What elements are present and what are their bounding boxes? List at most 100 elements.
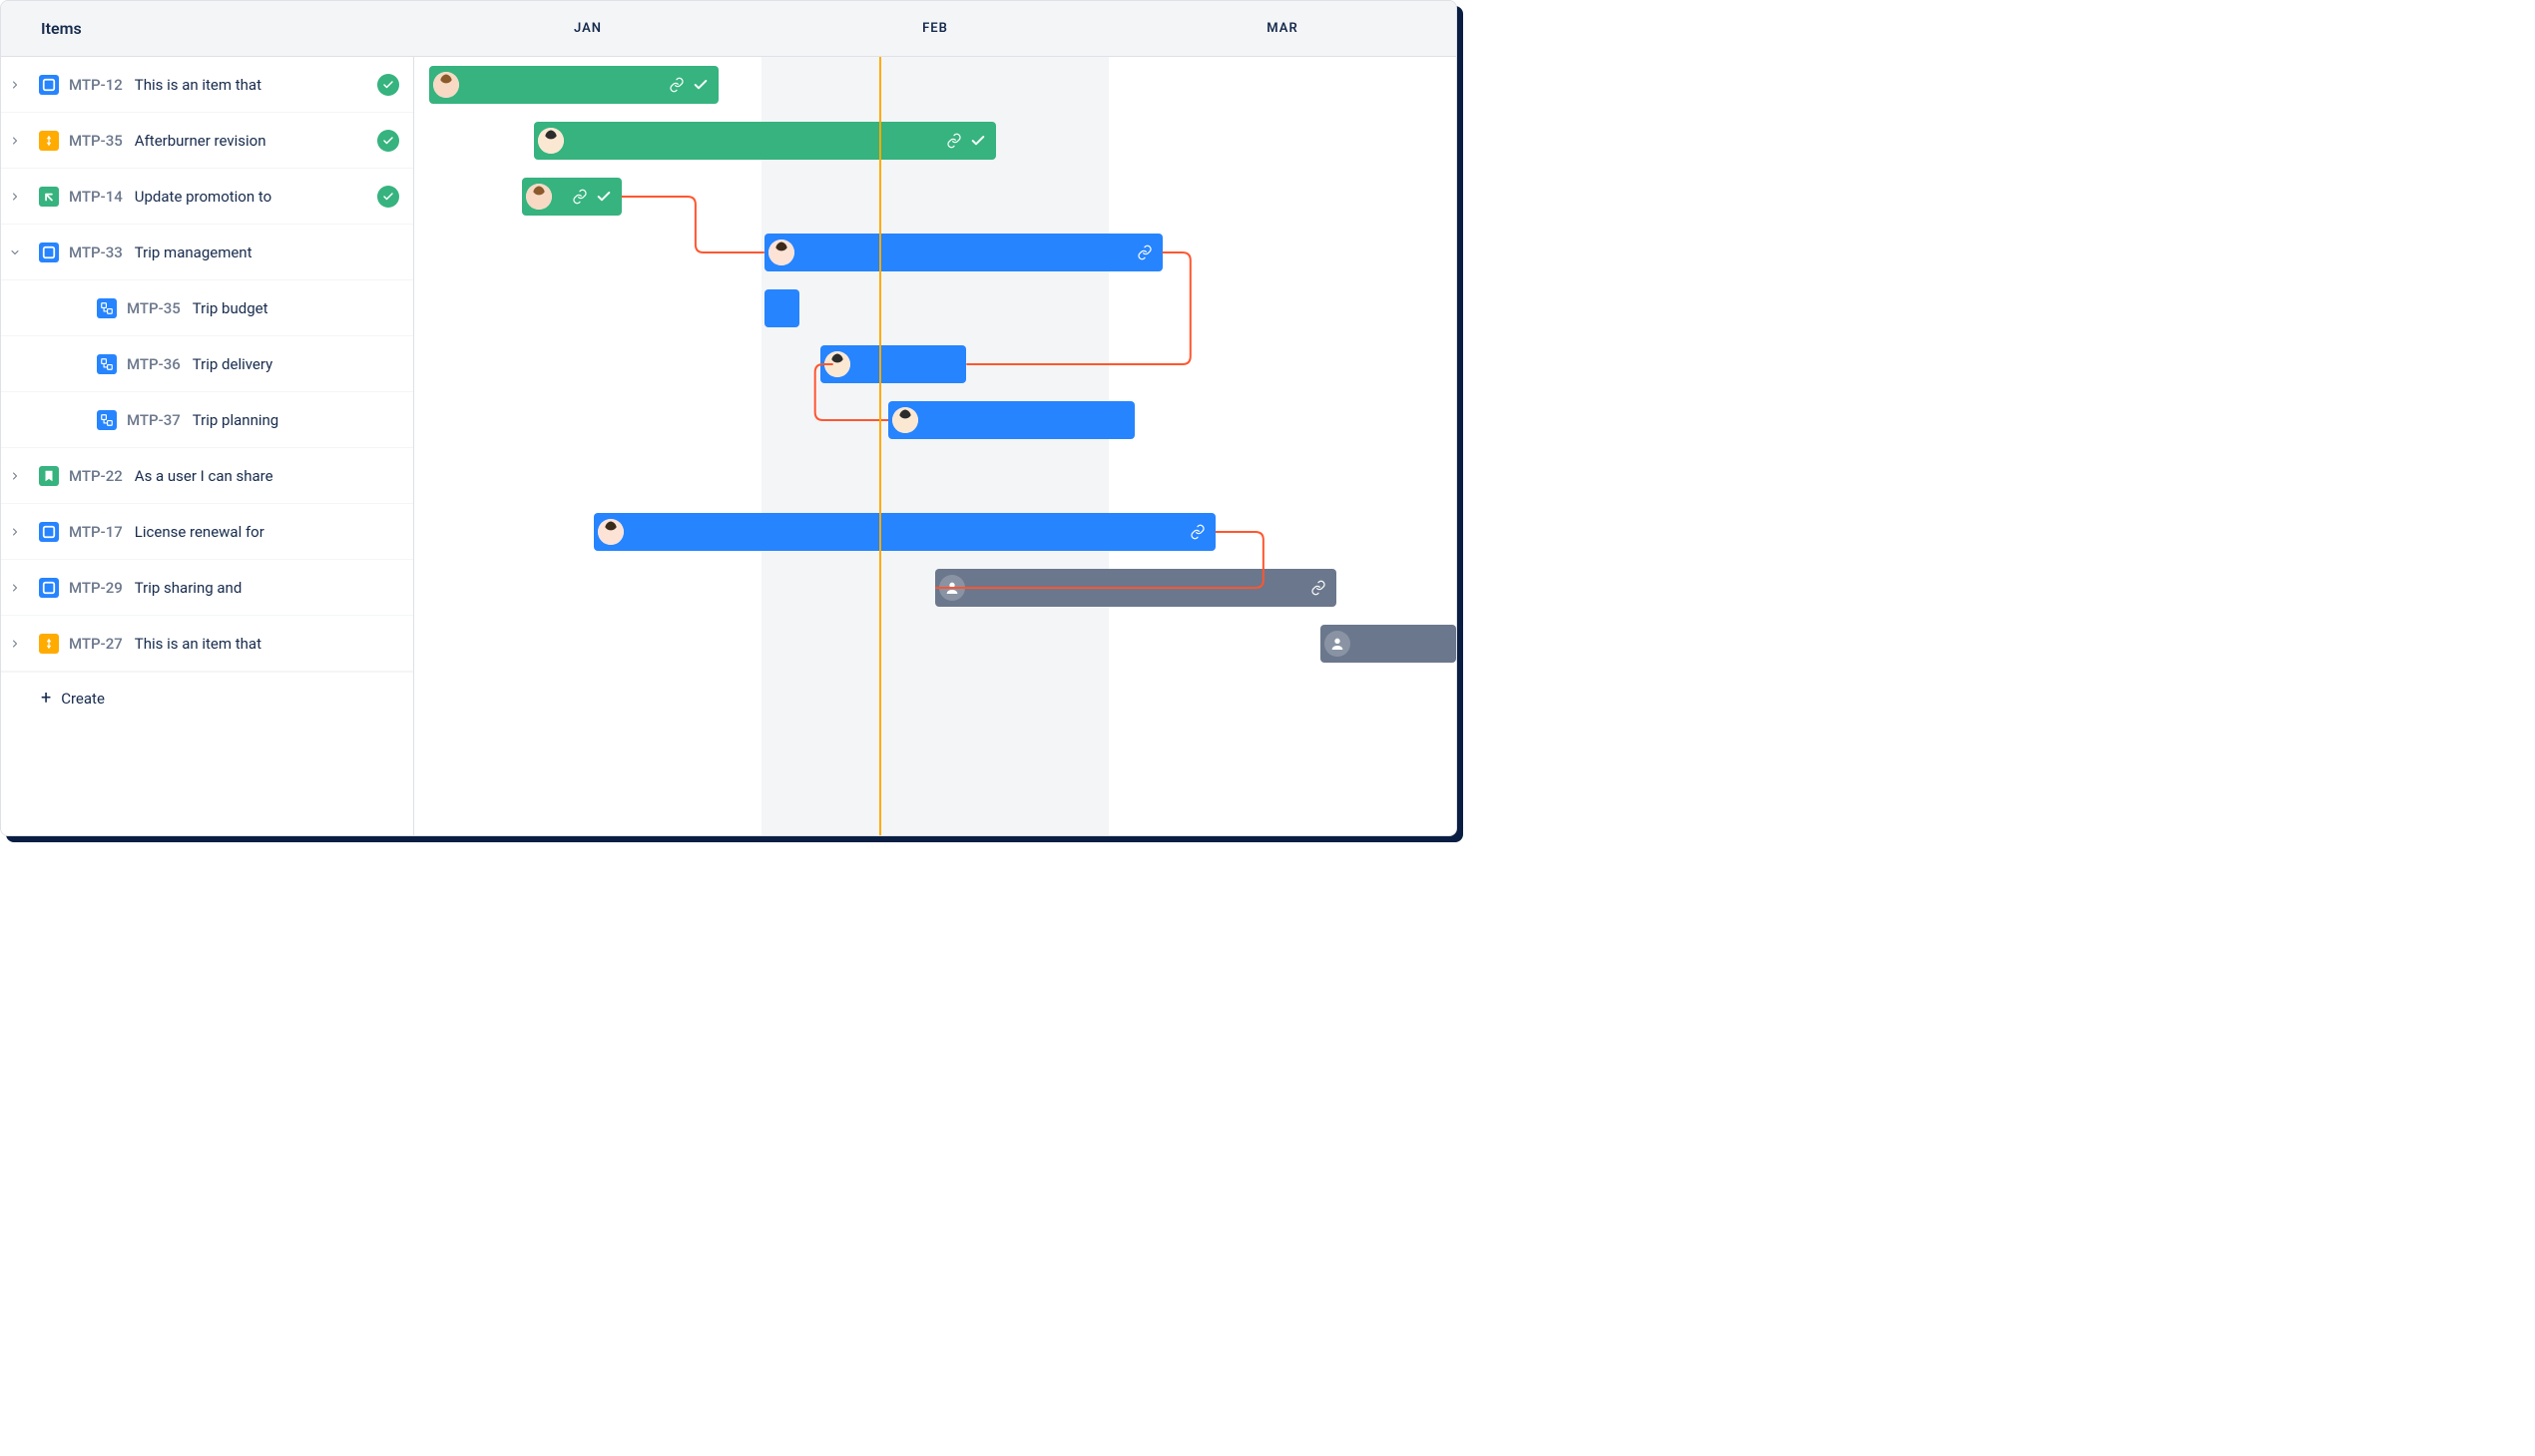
issue-title: This is an item that (135, 76, 367, 94)
change-type-icon (39, 131, 59, 151)
story-type-icon (39, 466, 59, 486)
dependency-link-icon[interactable] (1310, 580, 1326, 596)
timeline-row (414, 448, 1456, 504)
issue-row[interactable]: MTP-12 This is an item that (1, 57, 413, 113)
expand-icon[interactable] (1, 135, 29, 147)
assignee-avatar[interactable] (824, 351, 850, 377)
issue-title: Trip budget (193, 299, 399, 317)
issue-key: MTP-12 (69, 76, 123, 94)
timeline-row (414, 225, 1456, 280)
issue-row[interactable]: MTP-22 As a user I can share (1, 448, 413, 504)
dependency-link-icon[interactable] (1190, 524, 1206, 540)
issue-key: MTP-22 (69, 467, 123, 485)
assignee-avatar[interactable] (598, 519, 624, 545)
roadmap-app: Items JANFEBMAR MTP-12 This is an item th… (0, 0, 1457, 836)
issue-row[interactable]: MTP-14 Update promotion to (1, 169, 413, 225)
done-badge-icon (377, 74, 399, 96)
issue-title: Trip planning (193, 411, 399, 429)
issue-title: Trip delivery (193, 355, 399, 373)
issue-key: MTP-29 (69, 579, 123, 597)
timeline-row (414, 560, 1456, 616)
timeline-row (414, 336, 1456, 392)
issue-title: This is an item that (135, 635, 399, 653)
expand-icon[interactable] (1, 582, 29, 594)
create-button[interactable]: +Create (1, 672, 413, 724)
timeline-bar[interactable] (764, 234, 1163, 271)
assignee-avatar[interactable] (892, 407, 918, 433)
dependency-link-icon[interactable] (572, 189, 588, 205)
timeline-bar[interactable] (935, 569, 1336, 607)
issue-key: MTP-27 (69, 635, 123, 653)
plus-icon: + (41, 688, 51, 709)
timeline-bar[interactable] (594, 513, 1216, 551)
issue-key: MTP-14 (69, 188, 123, 206)
timeline-row (414, 616, 1456, 672)
change-type-icon (39, 634, 59, 654)
issue-row[interactable]: MTP-35 Afterburner revision (1, 113, 413, 169)
assignee-avatar[interactable] (538, 128, 564, 154)
done-badge-icon (377, 130, 399, 152)
body: MTP-12 This is an item that MTP-35 Afterbur… (1, 57, 1456, 835)
issue-row[interactable]: MTP-29 Trip sharing and (1, 560, 413, 616)
assignee-avatar[interactable] (526, 184, 552, 210)
header-month: FEB (761, 1, 1109, 56)
issue-key: MTP-33 (69, 243, 123, 261)
timeline-row (414, 169, 1456, 225)
timeline-rows (414, 57, 1456, 835)
subtask-type-icon (97, 410, 117, 430)
timeline-row (414, 280, 1456, 336)
timeline-bar[interactable] (820, 345, 966, 383)
expand-icon[interactable] (1, 638, 29, 650)
issue-key: MTP-35 (127, 299, 181, 317)
timeline-bar[interactable] (888, 401, 1135, 439)
issue-list: MTP-12 This is an item that MTP-35 Afterbur… (1, 57, 414, 835)
timeline-row (414, 57, 1456, 113)
header: Items JANFEBMAR (1, 1, 1456, 57)
done-badge-icon (377, 186, 399, 208)
issue-key: MTP-37 (127, 411, 181, 429)
expand-icon[interactable] (1, 526, 29, 538)
header-months: JANFEBMAR (414, 1, 1456, 56)
issue-row[interactable]: MTP-27 This is an item that (1, 616, 413, 672)
issue-title: As a user I can share (135, 467, 399, 485)
issue-title: License renewal for (135, 523, 399, 541)
issue-row[interactable]: MTP-36 Trip delivery (1, 336, 413, 392)
issue-title: Trip management (135, 243, 399, 261)
expand-icon[interactable] (1, 79, 29, 91)
assignee-avatar[interactable] (768, 240, 794, 265)
issue-row[interactable]: MTP-33 Trip management (1, 225, 413, 280)
issue-row[interactable]: MTP-37 Trip planning (1, 392, 413, 448)
issue-title: Update promotion to (135, 188, 367, 206)
unassigned-avatar-icon[interactable] (939, 575, 965, 601)
issue-key: MTP-17 (69, 523, 123, 541)
timeline-row (414, 392, 1456, 448)
timeline-row (414, 504, 1456, 560)
expand-icon[interactable] (1, 191, 29, 203)
done-check-icon (596, 189, 612, 205)
issue-title: Afterburner revision (135, 132, 367, 150)
task-type-icon (39, 243, 59, 262)
subtask-type-icon (97, 354, 117, 374)
issue-title: Trip sharing and (135, 579, 399, 597)
issue-row[interactable]: MTP-35 Trip budget (1, 280, 413, 336)
subtask-type-icon (97, 298, 117, 318)
dependency-link-icon[interactable] (1137, 244, 1153, 260)
issue-key: MTP-36 (127, 355, 181, 373)
issue-key: MTP-35 (69, 132, 123, 150)
assignee-avatar[interactable] (433, 72, 459, 98)
dependency-link-icon[interactable] (946, 133, 962, 149)
timeline-row (414, 113, 1456, 169)
timeline-bar[interactable] (429, 66, 719, 104)
timeline-bar[interactable] (534, 122, 995, 160)
expand-icon[interactable] (1, 470, 29, 482)
unassigned-avatar-icon[interactable] (1324, 631, 1350, 657)
done-check-icon (970, 133, 986, 149)
timeline-bar[interactable] (764, 289, 799, 327)
dependency-link-icon[interactable] (669, 77, 685, 93)
header-month: JAN (414, 1, 761, 56)
task-type-icon (39, 75, 59, 95)
timeline-bar[interactable] (522, 178, 622, 216)
collapse-icon[interactable] (1, 246, 29, 258)
issue-row[interactable]: MTP-17 License renewal for (1, 504, 413, 560)
timeline-bar[interactable] (1320, 625, 1456, 663)
